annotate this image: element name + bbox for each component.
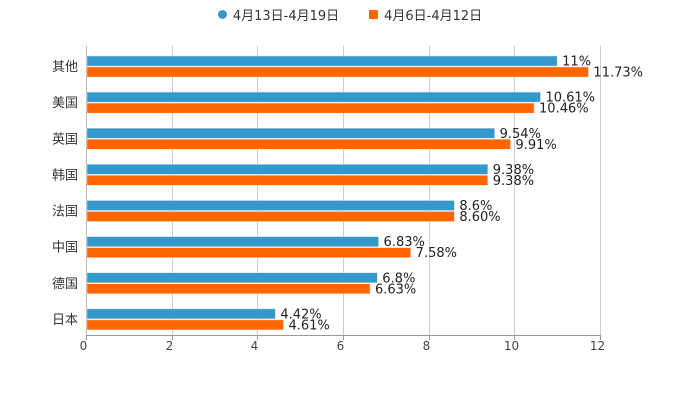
axis-tick-label: 0 [80,339,88,353]
legend-item-week-apr13-19[interactable]: 4月13日-4月19日 [217,4,340,24]
data-label: 9.91% [515,138,556,153]
bar [86,211,455,222]
bar [86,128,495,139]
bar [86,283,371,294]
bar [86,272,378,283]
data-label: 6.8% [382,271,415,286]
data-label: 4.61% [288,318,329,333]
data-label: 4.42% [280,307,321,322]
data-label: 6.83% [384,235,425,250]
bar [86,164,489,175]
data-label: 10.46% [539,102,589,117]
bars: 11%11.73% 10.61%10.46% 9.54%9.91% 9.38%9.38… [86,55,643,333]
category-label: 中国 [52,241,78,256]
category-label: 德国 [52,277,78,292]
bar [86,139,511,150]
legend-label: 4月13日-4月19日 [232,8,340,24]
data-label: 11% [562,55,591,70]
category-label: 其他 [52,60,78,75]
data-label: 6.63% [375,282,416,297]
data-label: 7.58% [416,246,457,261]
data-label: 8.60% [459,210,500,225]
axis-tick-label: 2 [166,339,174,353]
axis-tick-label: 8 [423,339,431,353]
category-label: 英国 [52,132,78,147]
category-label: 日本 [52,313,78,328]
legend-item-week-apr6-12[interactable]: 4月6日-4月12日 [369,4,482,24]
data-label: 11.73% [593,66,643,81]
category-label: 韩国 [52,168,78,183]
axis-tick-label: 12 [590,339,605,353]
axis-tick-label: 6 [337,339,345,353]
bar [86,200,455,211]
category-label: 美国 [52,96,78,111]
bar [86,55,558,67]
axis-tick-label: 10 [504,339,519,353]
legend-square-marker-icon [369,9,379,19]
bar [86,308,276,320]
chart-legend: 4月13日-4月19日 4月6日-4月12日 [0,4,700,24]
category-label: 法国 [52,205,78,220]
legend-label: 4月6日-4月12日 [384,8,483,24]
value-axis: 0 2 4 6 8 10 12 [80,335,605,353]
bar [86,91,541,103]
data-label: 9.38% [493,163,534,178]
bar [86,247,411,258]
data-label: 8.6% [459,199,492,214]
bar [86,319,284,331]
data-label: 10.61% [545,91,595,106]
axis-tick-label: 4 [251,339,259,353]
bar [86,175,489,186]
data-label: 9.38% [493,174,534,189]
data-label: 9.54% [500,127,541,142]
bar [86,102,535,114]
bar [86,236,379,247]
legend-circle-marker-icon [217,9,227,19]
bar [86,66,589,78]
